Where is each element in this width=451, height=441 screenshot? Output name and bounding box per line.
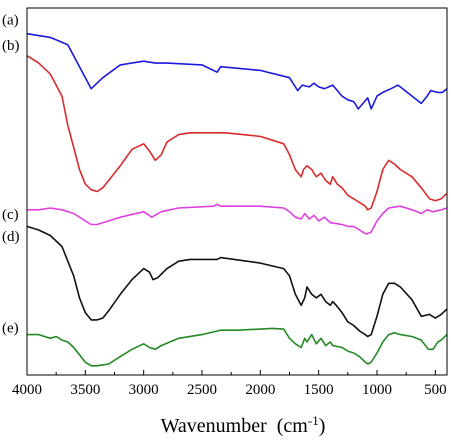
x-tick-label: 500 (424, 382, 447, 398)
series-line-c (27, 203, 448, 235)
x-axis-unit-base: cm (283, 415, 308, 437)
x-tick-label: 2000 (245, 382, 275, 398)
x-tick-label: 4000 (12, 382, 42, 398)
x-axis-unit-open: ( (277, 415, 284, 437)
plot-frame (26, 7, 448, 376)
x-tick-label: 3000 (129, 382, 159, 398)
series-label-c: (c) (2, 207, 19, 223)
x-axis-title-text: Wavenumber (161, 415, 267, 437)
series-line-d (26, 225, 448, 338)
x-axis-unit-exponent: -1 (308, 413, 319, 428)
series-label-b: (b) (2, 38, 20, 54)
x-tick-label: 1000 (362, 382, 392, 398)
chart-curves (26, 32, 448, 367)
series-line-b (26, 55, 448, 211)
series-line-a (26, 32, 448, 110)
x-tick-label: 1500 (304, 382, 334, 398)
series-label-a: (a) (2, 12, 19, 28)
x-axis-ticks: 4000 3500 3000 2500 2000 1500 1000 500 (12, 370, 447, 398)
x-axis-unit-close: ) (319, 415, 326, 437)
x-axis-title: Wavenumber (cm-1) (161, 413, 326, 438)
series-label-e: (e) (2, 321, 19, 337)
curve-labels: (a) (b) (c) (d) (e) (2, 12, 20, 336)
x-tick-label: 2500 (187, 382, 217, 398)
x-tick-label: 3500 (70, 382, 100, 398)
series-line-e (27, 327, 448, 367)
series-label-d: (d) (2, 229, 20, 245)
